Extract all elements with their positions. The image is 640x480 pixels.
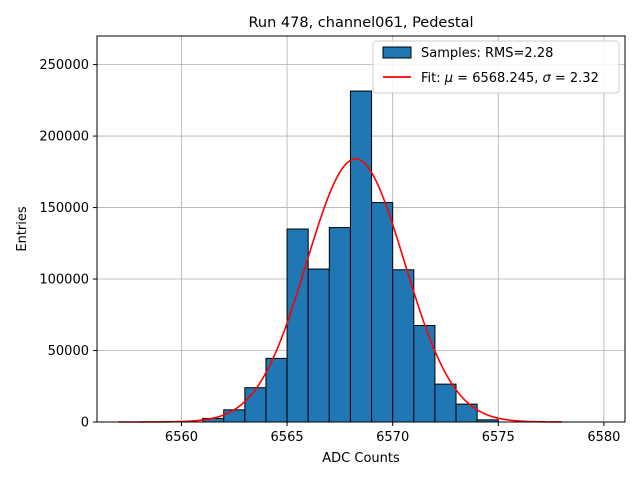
histogram-bar [371,202,394,423]
legend-fit-label: Fit: μ = 6568.245, σ = 2.32 [421,71,599,86]
y-tick-label: 0 [81,416,89,431]
x-tick-label: 6580 [587,430,620,445]
y-tick-label: 200000 [39,130,89,145]
legend-mu-value: = 6568.245, [453,71,542,86]
histogram-bar [286,228,309,423]
y-axis-label: Entries [15,206,30,252]
histogram-bar [349,90,373,423]
histogram-bar [413,325,436,423]
histogram-bar [244,387,267,423]
histogram-bar [328,227,351,423]
fit-curve [118,158,562,423]
histogram-bar [223,409,246,423]
x-tick-label: 6570 [376,430,409,445]
chart-title: Run 478, channel061, Pedestal [248,15,473,31]
histogram-bar [434,383,457,423]
legend-box [372,40,620,94]
y-tick-label: 50000 [48,344,89,359]
x-axis-label: ADC Counts [322,451,400,466]
histogram-bar [392,269,415,423]
fit-curve-group [118,158,562,423]
y-tick-label: 150000 [39,201,89,216]
legend-samples-swatch [382,46,412,59]
y-tick-label: 250000 [39,58,89,73]
x-tick-label: 6565 [271,430,304,445]
x-tick-label: 6575 [482,430,515,445]
plot-frame [96,35,626,423]
legend-sigma-value: = 2.32 [551,71,599,86]
x-axis: 6560 6565 6570 6575 6580 [165,422,620,445]
legend-samples-label: Samples: RMS=2.28 [421,46,553,61]
legend-sigma-symbol: σ [543,71,552,86]
histogram-bars [202,90,499,423]
legend-mu-symbol: μ [444,71,453,86]
x-tick-label: 6560 [165,430,198,445]
histogram-bar [307,268,330,423]
legend: Samples: RMS=2.28 Fit: μ = 6568.245, σ =… [372,40,620,94]
y-axis: 0 50000 100000 150000 200000 250000 [39,58,97,431]
y-tick-label: 100000 [39,273,89,288]
legend-fit-prefix: Fit: [421,71,445,86]
